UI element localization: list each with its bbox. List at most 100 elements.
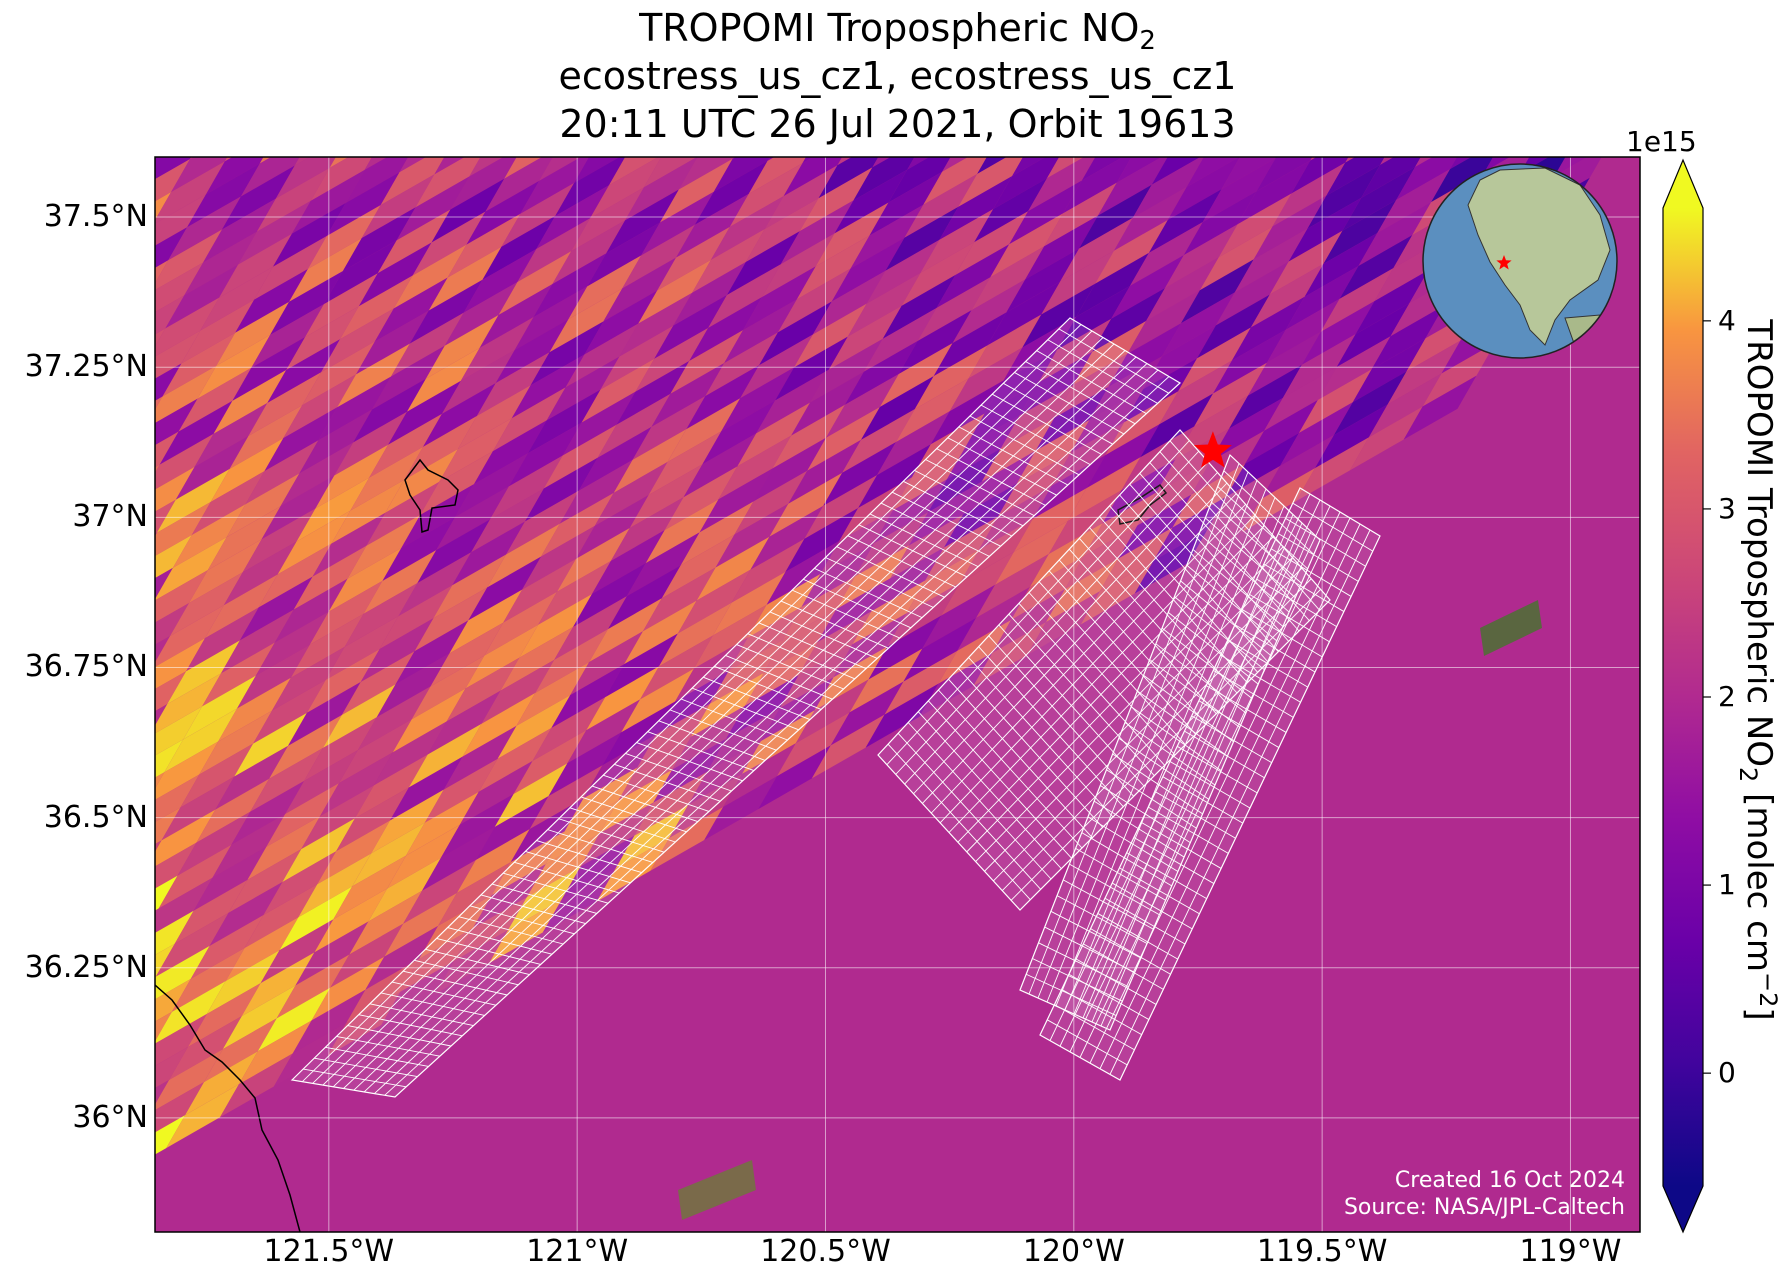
no2-pixel bbox=[365, 925, 439, 990]
no2-pixel bbox=[996, 77, 1069, 141]
no2-pixel bbox=[1342, 167, 1416, 231]
no2-pixel bbox=[234, 712, 307, 777]
no2-pixel bbox=[155, 638, 205, 689]
no2-pixel bbox=[758, 745, 831, 810]
no2-pixel bbox=[995, 521, 1068, 585]
no2-pixel bbox=[653, 738, 726, 803]
no2-pixel bbox=[1092, 288, 1165, 352]
no2-pixel bbox=[1124, 358, 1198, 423]
colorbar-label-subscript: 2 bbox=[1734, 767, 1762, 783]
no2-pixel bbox=[221, 609, 294, 674]
no2-pixel bbox=[863, 308, 937, 372]
no2-pixel bbox=[670, 330, 744, 394]
no2-pixel bbox=[459, 761, 533, 825]
no2-pixel bbox=[1304, 232, 1378, 297]
no2-pixel bbox=[1194, 362, 1267, 427]
lat-tick-label: 36.75°N bbox=[24, 649, 148, 685]
lat-tick-label: 36°N bbox=[72, 1099, 148, 1135]
no2-pixel bbox=[155, 1115, 186, 1155]
no2-pixel bbox=[1067, 457, 1141, 522]
no2-pixel bbox=[1105, 391, 1179, 456]
no2-pixel bbox=[622, 224, 695, 289]
no2-pixel bbox=[414, 587, 488, 652]
no2-pixel bbox=[545, 800, 619, 865]
no2-pixel bbox=[1044, 182, 1117, 247]
no2-pixel bbox=[1261, 435, 1334, 499]
no2-pixel bbox=[524, 457, 598, 522]
no2-pixel bbox=[400, 928, 473, 992]
no2-pixel bbox=[904, 173, 978, 238]
no2-pixel bbox=[1469, 72, 1542, 136]
no2-pixel bbox=[379, 585, 453, 650]
no2-pixel bbox=[772, 404, 845, 469]
no2-pixel bbox=[661, 534, 735, 599]
no2-pixel bbox=[632, 396, 706, 460]
no2-pixel bbox=[187, 983, 261, 1047]
no2-pixel bbox=[314, 69, 387, 133]
no2-pixel bbox=[155, 945, 210, 1000]
no2-pixel bbox=[783, 157, 843, 197]
no2-pixel bbox=[693, 604, 767, 669]
no2-pixel bbox=[927, 448, 1001, 513]
gridlines bbox=[155, 157, 1640, 1232]
no2-pixel bbox=[903, 617, 977, 682]
no2-pixel bbox=[594, 462, 668, 526]
colorbar-tick-label: 4 bbox=[1718, 303, 1736, 337]
no2-pixel bbox=[155, 229, 223, 290]
no2-pixel bbox=[368, 857, 441, 922]
no2-pixel bbox=[651, 363, 725, 427]
no2-pixel bbox=[286, 306, 359, 371]
no2-pixel bbox=[155, 262, 204, 313]
no2-pixel bbox=[961, 75, 1034, 139]
no2-pixel bbox=[699, 468, 773, 533]
no2-pixel bbox=[296, 477, 370, 542]
no2-pixel bbox=[218, 677, 291, 742]
no2-pixel bbox=[1153, 496, 1227, 561]
lat-tick-label: 36.5°N bbox=[43, 799, 148, 835]
no2-pixel bbox=[698, 93, 771, 157]
no2-pixel bbox=[581, 358, 655, 423]
no2-pixel bbox=[187, 163, 260, 228]
no2-pixel bbox=[944, 483, 1017, 548]
no2-pixel bbox=[454, 897, 527, 962]
no2-pixel bbox=[259, 157, 272, 164]
no2-pixel bbox=[1108, 323, 1181, 388]
no2-pixel bbox=[891, 71, 964, 135]
swath-line bbox=[886, 440, 1190, 765]
no2-pixel bbox=[750, 505, 824, 570]
swath-line bbox=[930, 493, 1237, 814]
swath-line bbox=[1046, 480, 1258, 1003]
no2-pixel bbox=[860, 376, 934, 440]
no2-pixel bbox=[514, 286, 588, 351]
no2-pixel bbox=[689, 297, 762, 361]
no2-pixel bbox=[678, 157, 734, 190]
no2-pixel bbox=[469, 157, 504, 177]
no2-pixel bbox=[815, 202, 889, 267]
no2-pixel bbox=[828, 305, 902, 370]
no2-pixel bbox=[71, 429, 144, 493]
no2-pixel bbox=[155, 466, 195, 512]
no2-pixel bbox=[203, 198, 276, 263]
no2-pixel bbox=[669, 774, 743, 838]
no2-pixel bbox=[355, 754, 428, 819]
no2-pixel bbox=[1326, 157, 1385, 196]
no2-pixel bbox=[204, 574, 278, 639]
no2-pixel bbox=[580, 802, 654, 867]
no2-pixel bbox=[523, 82, 596, 146]
no2-pixel bbox=[188, 539, 262, 604]
no2-pixel bbox=[203, 1018, 277, 1083]
no2-pixel bbox=[155, 842, 197, 889]
no2-pixel bbox=[358, 242, 432, 307]
no2-pixel bbox=[667, 398, 741, 463]
no2-pixel bbox=[1180, 259, 1254, 324]
no2-pixel bbox=[760, 677, 834, 742]
no2-pixel bbox=[756, 369, 829, 434]
no2-pixel bbox=[619, 292, 693, 357]
no2-pixel bbox=[895, 378, 969, 443]
no2-pixel bbox=[165, 264, 239, 329]
no2-pixel bbox=[766, 541, 840, 605]
no2-pixel bbox=[546, 356, 620, 421]
no2-pixel bbox=[481, 659, 555, 724]
lat-tick-label: 37°N bbox=[72, 499, 148, 535]
no2-pixel bbox=[818, 157, 879, 199]
